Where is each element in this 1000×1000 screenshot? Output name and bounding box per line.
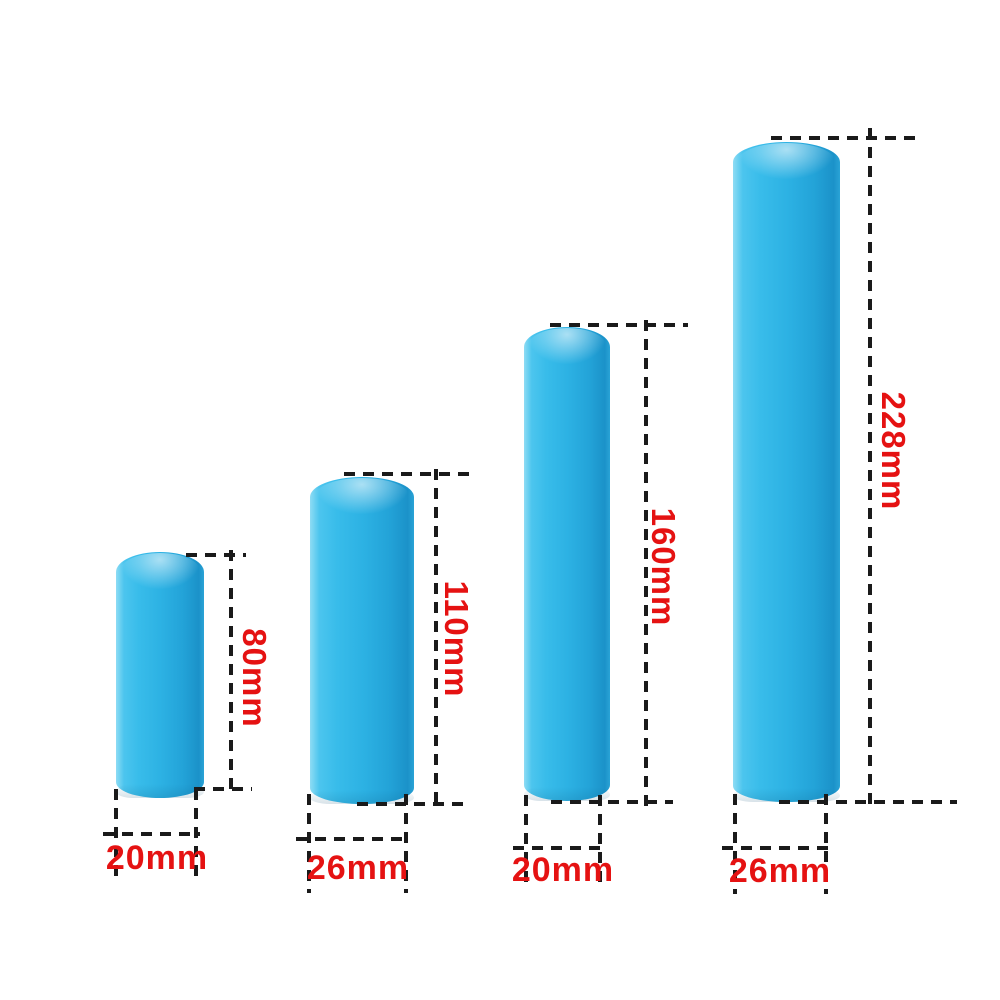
tube-2-height-label: 110mm <box>438 580 475 698</box>
tube-1 <box>116 552 204 798</box>
tube-3-height-bottom-tick <box>551 800 673 804</box>
tube-2-width-dimension-line <box>296 837 406 841</box>
tube-4-height-dimension-line <box>868 128 872 809</box>
tube-4-width-dimension-line <box>722 846 828 850</box>
tube-2-width-label: 26mm <box>306 849 410 887</box>
tube-4-width-left-extension <box>733 794 737 894</box>
tube-4-height-top-tick <box>771 136 922 140</box>
tube-3-height-label: 160mm <box>645 507 682 627</box>
tube-1-height-dimension-line <box>229 550 233 794</box>
tube-4 <box>733 142 840 802</box>
tube-1-height-bottom-tick <box>194 787 252 791</box>
tube-2-height-top-tick <box>344 472 472 476</box>
tube-2-width-right-extension <box>404 794 408 893</box>
tube-2-height-dimension-line <box>434 469 438 808</box>
tube-1-height-label: 80mm <box>236 628 273 728</box>
tube-1-width-dimension-line <box>103 832 200 836</box>
tube-2 <box>310 477 414 804</box>
tube-3-width-label: 20mm <box>511 851 615 889</box>
tube-4-height-bottom-tick <box>779 800 957 804</box>
tube-1-height-top-tick <box>186 553 246 557</box>
tube-3-height-dimension-line <box>644 320 648 806</box>
tube-4-width-label: 26mm <box>728 852 832 890</box>
tube-2-height-bottom-tick <box>357 802 471 806</box>
tube-4-height-label: 228mm <box>875 391 912 511</box>
tube-3-width-left-extension <box>524 795 528 888</box>
tube-2-width-left-extension <box>307 794 311 893</box>
tube-3 <box>524 327 610 801</box>
tube-3-width-right-extension <box>598 795 602 888</box>
tube-3-width-dimension-line <box>513 846 603 850</box>
tube-4-width-right-extension <box>824 794 828 894</box>
tube-1-width-label: 20mm <box>105 839 209 877</box>
tube-3-height-top-tick <box>550 323 688 327</box>
